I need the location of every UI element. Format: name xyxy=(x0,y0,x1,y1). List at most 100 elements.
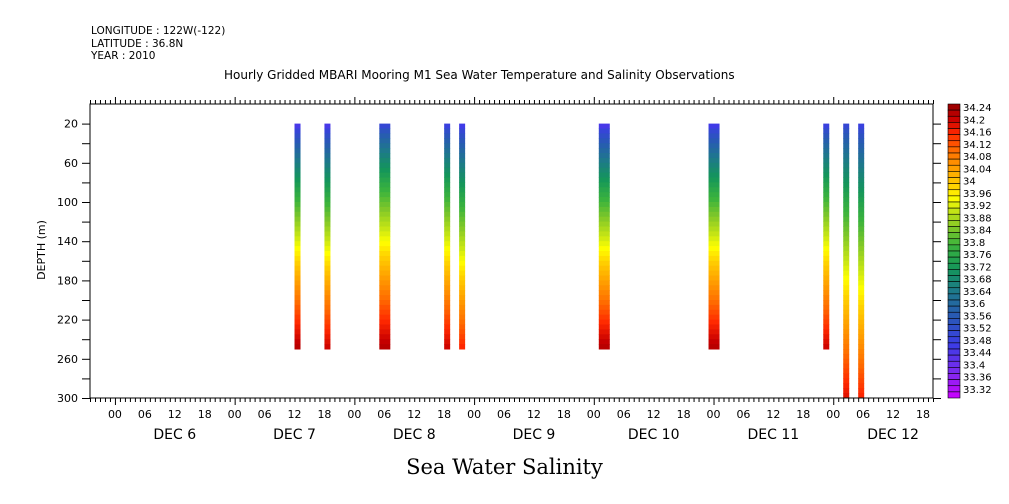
profile-cell xyxy=(708,172,720,178)
x-tick-label: 12 xyxy=(407,408,421,421)
profile-cell xyxy=(843,358,850,365)
profile-cell xyxy=(324,187,331,193)
profile-cell xyxy=(858,368,865,374)
profile-cell xyxy=(858,133,865,139)
profile-cell xyxy=(843,246,850,252)
profile-cell xyxy=(843,344,850,350)
profile-cell xyxy=(843,363,850,370)
colorbar-segment xyxy=(947,226,961,233)
profile-cell xyxy=(843,143,850,149)
profile-cell xyxy=(708,167,720,174)
x-tick-label: 18 xyxy=(198,408,212,421)
profile-cell xyxy=(858,187,865,193)
profile-cell xyxy=(708,275,720,281)
colorbar-segment xyxy=(947,287,961,295)
profile-cell xyxy=(324,314,331,321)
profile-cell xyxy=(444,295,451,301)
profile-cell xyxy=(823,339,830,345)
profile-cell xyxy=(598,251,610,257)
colorbar-label: 33.72 xyxy=(963,262,992,273)
colorbar-label: 34 xyxy=(963,177,976,188)
profile-cell xyxy=(598,339,610,345)
profile-cell xyxy=(708,270,720,276)
profile-cell xyxy=(843,329,850,335)
profile-cell xyxy=(858,162,865,169)
profile-cell xyxy=(294,265,301,272)
profile-cell xyxy=(858,226,865,232)
profile-cell xyxy=(379,265,391,272)
profile-cell xyxy=(858,206,865,213)
profile-cell xyxy=(823,290,830,296)
profile-cell xyxy=(858,241,865,247)
x-tick-label: 18 xyxy=(916,408,930,421)
profile-cell xyxy=(843,275,850,281)
profile-cell xyxy=(708,285,720,291)
profile-cell xyxy=(324,290,331,296)
profile-cell xyxy=(294,295,301,301)
profile-cell xyxy=(379,285,391,291)
colorbar-label: 33.96 xyxy=(963,189,992,200)
x-tick-label: 06 xyxy=(856,408,870,421)
profile-cell xyxy=(858,363,865,370)
profile-cell xyxy=(708,295,720,301)
colorbar-segment xyxy=(947,318,961,325)
profile-cell xyxy=(708,221,720,227)
colorbar-segment xyxy=(947,109,961,117)
profile-cell xyxy=(444,344,451,350)
profile-cell xyxy=(823,324,830,330)
profile-cell xyxy=(294,285,301,291)
x-tick-label: 18 xyxy=(317,408,331,421)
profile-cell xyxy=(294,167,301,174)
colorbar-segment xyxy=(947,189,961,197)
profile-cell xyxy=(598,231,610,237)
profile-cell xyxy=(324,167,331,174)
profile-cell xyxy=(294,206,301,213)
profile-cell xyxy=(444,216,451,223)
profile-cell xyxy=(858,177,865,183)
profile-cell xyxy=(858,231,865,237)
profile-cell xyxy=(823,172,830,178)
profile-cell xyxy=(843,260,850,267)
profile-cell xyxy=(324,280,331,286)
profile-cell xyxy=(444,172,451,178)
colorbar-segment xyxy=(947,281,961,289)
profile-cell xyxy=(444,339,451,345)
axes-layer: 00 06 12 18 00 06 12 18 00 06 12 18 00 06 12 18 00 06 12 18… xyxy=(57,97,941,443)
profile-cell xyxy=(379,202,391,208)
profile-cell xyxy=(823,221,830,227)
x-tick-label: 18 xyxy=(677,408,691,421)
profile-cell xyxy=(843,157,850,164)
profile-cell xyxy=(598,295,610,301)
profile-cell xyxy=(459,329,466,335)
profile-cell xyxy=(708,304,720,311)
profile-cell xyxy=(843,304,850,311)
profile-cell xyxy=(858,393,865,399)
x-tick-label: 06 xyxy=(736,408,750,421)
profile-cell xyxy=(708,143,720,149)
profile-cell xyxy=(459,177,466,183)
profile-cell xyxy=(823,192,830,198)
profile-cell xyxy=(823,128,830,134)
x-tick-label: 00 xyxy=(108,408,122,421)
profile-cell xyxy=(444,138,451,144)
profile-cell xyxy=(379,236,391,242)
profile-cell xyxy=(324,236,331,242)
profile-cell xyxy=(823,167,830,174)
profile-cell xyxy=(823,236,830,242)
profile-cell xyxy=(379,197,391,203)
profile-cell xyxy=(444,304,451,311)
profile-cell xyxy=(444,290,451,296)
profile-cell xyxy=(294,304,301,311)
profile-cell xyxy=(843,138,850,144)
profile-cell xyxy=(294,344,301,350)
profile-cell xyxy=(843,216,850,223)
profile-cell xyxy=(379,187,391,193)
profile-cell xyxy=(858,309,865,316)
profile-cell xyxy=(858,255,865,262)
profile-cell xyxy=(459,265,466,272)
profile-cell xyxy=(858,314,865,321)
profile-cell xyxy=(324,246,331,252)
profile-cell xyxy=(379,251,391,257)
profile-cell xyxy=(294,133,301,139)
colorbar-segment xyxy=(947,177,961,184)
